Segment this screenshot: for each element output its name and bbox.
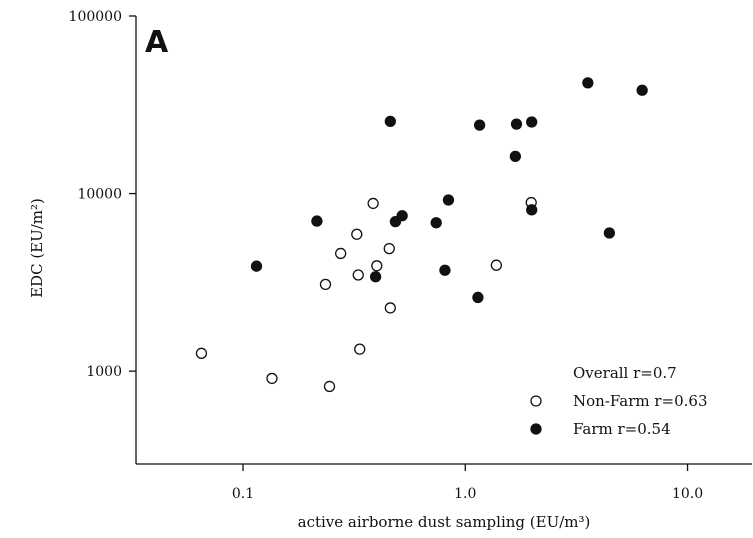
y-tick-label: 100000 (69, 9, 122, 25)
farm-data-point (582, 77, 594, 89)
farm-data-point (509, 150, 522, 163)
legend-open-circle-marker (530, 395, 542, 407)
farm-data-point (384, 115, 396, 128)
non-farm-data-point (367, 197, 379, 210)
axes (135, 16, 752, 465)
legend-entry-farm: Farm r=0.54 (573, 420, 671, 438)
non-farm-data-point (335, 247, 347, 260)
non-farm-data-point (352, 269, 364, 281)
y-tick-label: 10000 (77, 187, 122, 203)
farm-data-point (603, 227, 616, 239)
non-farm-data-point (383, 242, 395, 255)
farm-data-point (636, 84, 648, 96)
farm-data-point (430, 217, 442, 229)
y-tick-label: 1000 (86, 364, 122, 380)
farm-data-point (473, 119, 486, 131)
farm-data-point (396, 210, 408, 222)
x-tick-label: 0.1 (232, 486, 254, 502)
non-farm-data-point (195, 347, 208, 359)
data-points (195, 77, 648, 393)
y-axis-label: EDC (EU/m²) (28, 198, 46, 298)
farm-data-point (369, 271, 382, 283)
farm-data-point (526, 116, 538, 128)
farm-data-point (250, 260, 263, 272)
legend-entry-non-farm: Non-Farm r=0.63 (573, 392, 708, 410)
non-farm-data-point (354, 343, 366, 355)
legend: Overall r=0.7 Non-Farm r=0.63 Farm r=0.5… (530, 364, 708, 438)
farm-data-point (311, 215, 323, 227)
farm-data-point (442, 194, 455, 206)
ticks: 0.1 1.0 10.0 1000 10000 100000 (69, 9, 704, 502)
x-tick-label: 10.0 (672, 486, 703, 502)
non-farm-data-point (319, 278, 332, 291)
non-farm-data-point (266, 372, 278, 385)
legend-filled-circle-marker (530, 423, 542, 435)
farm-data-point (439, 264, 451, 276)
non-farm-data-point (384, 302, 396, 314)
non-farm-data-point (371, 260, 383, 272)
non-farm-data-point (490, 259, 503, 271)
farm-data-point (472, 291, 484, 304)
non-farm-data-point (351, 228, 363, 240)
legend-title: Overall r=0.7 (573, 364, 677, 382)
non-farm-data-point (323, 380, 336, 393)
panel-label: A (145, 25, 169, 60)
x-axis-label: active airborne dust sampling (EU/m³) (298, 513, 591, 531)
x-tick-label: 1.0 (454, 486, 476, 502)
farm-data-point (526, 204, 538, 216)
farm-data-point (510, 118, 523, 130)
